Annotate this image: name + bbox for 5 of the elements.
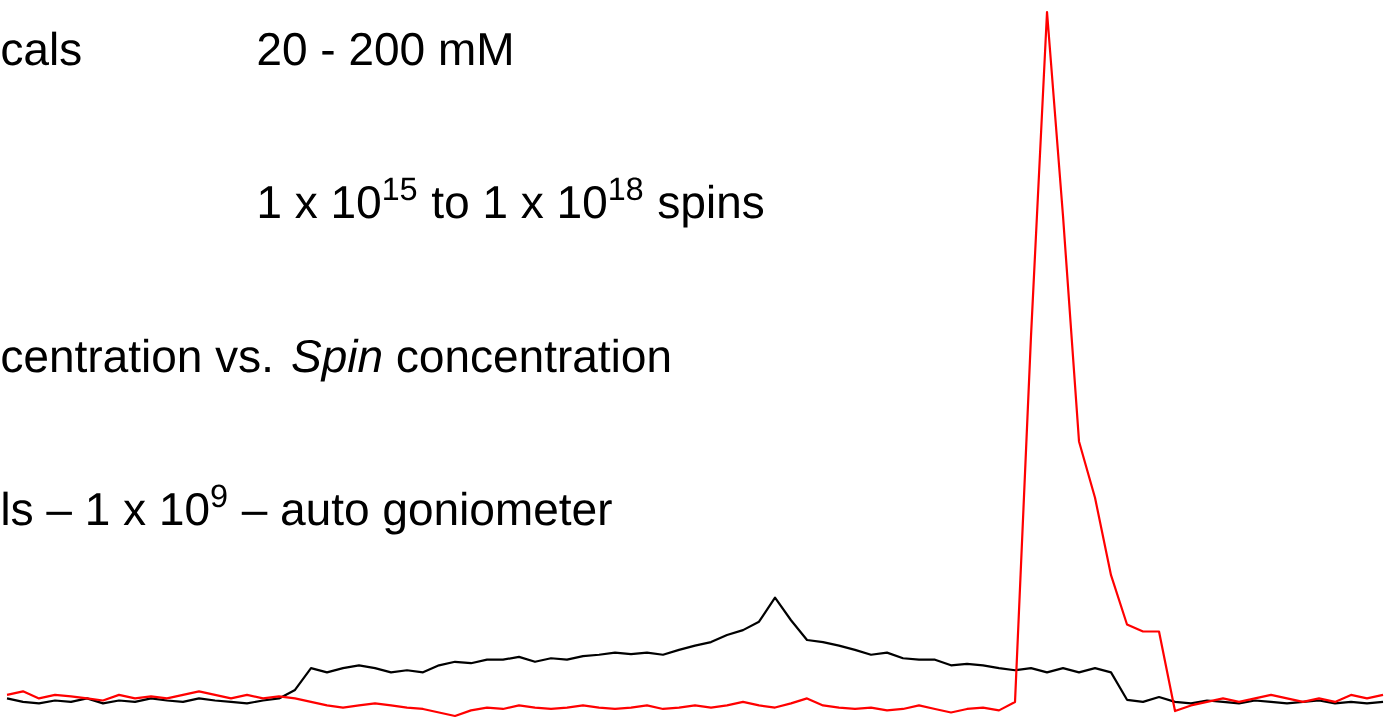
annotation: centration vs. Spin concentration bbox=[2, 338, 670, 382]
annotation: 1 x 10$^{15}$ to 1 x 10$^{18}$ spins bbox=[259, 177, 764, 228]
annotation: 20 - 200 mM bbox=[258, 32, 511, 66]
annotation: ls – 1 x 10$^{9}$ – auto goniometer bbox=[3, 484, 612, 535]
annotation: cals bbox=[2, 31, 81, 66]
